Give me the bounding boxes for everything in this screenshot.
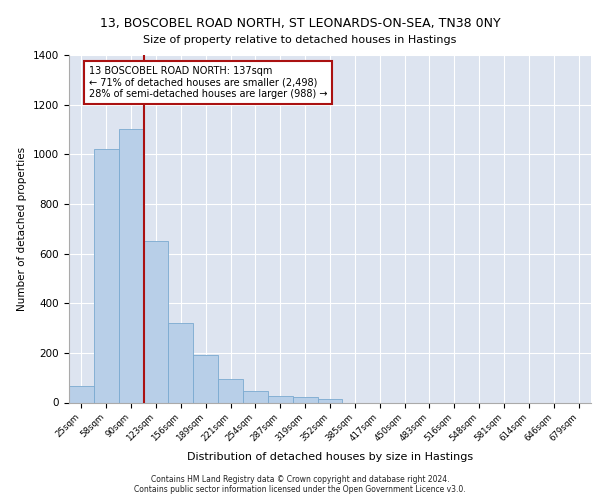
Bar xyxy=(169,323,193,402)
Bar xyxy=(268,396,293,402)
Bar xyxy=(293,397,317,402)
Text: Contains HM Land Registry data © Crown copyright and database right 2024.
Contai: Contains HM Land Registry data © Crown c… xyxy=(134,474,466,494)
Text: 13, BOSCOBEL ROAD NORTH, ST LEONARDS-ON-SEA, TN38 0NY: 13, BOSCOBEL ROAD NORTH, ST LEONARDS-ON-… xyxy=(100,18,500,30)
Bar xyxy=(243,391,268,402)
Y-axis label: Number of detached properties: Number of detached properties xyxy=(17,146,28,311)
Text: 13 BOSCOBEL ROAD NORTH: 137sqm
← 71% of detached houses are smaller (2,498)
28% : 13 BOSCOBEL ROAD NORTH: 137sqm ← 71% of … xyxy=(89,66,328,100)
Text: Size of property relative to detached houses in Hastings: Size of property relative to detached ho… xyxy=(143,35,457,45)
Bar xyxy=(94,150,119,402)
Bar xyxy=(119,130,143,402)
X-axis label: Distribution of detached houses by size in Hastings: Distribution of detached houses by size … xyxy=(187,452,473,462)
Bar xyxy=(143,241,169,402)
Bar xyxy=(193,356,218,403)
Bar xyxy=(317,399,343,402)
Bar xyxy=(69,386,94,402)
Bar xyxy=(218,379,243,402)
